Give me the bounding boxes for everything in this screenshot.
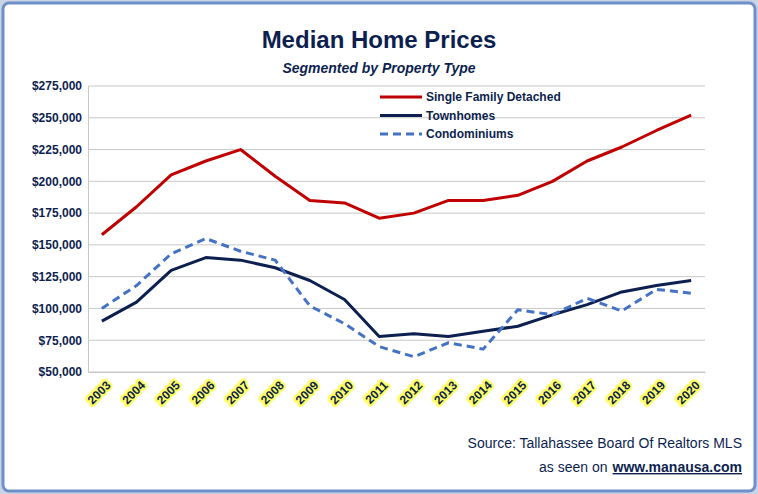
y-tick-label: $250,000	[32, 111, 82, 125]
x-tick-label: 2016	[535, 378, 564, 407]
legend: Single Family Detached Townhomes Condomini…	[380, 90, 561, 141]
chart: Median Home Prices Segmented by Property …	[0, 0, 758, 494]
x-tick-label: 2004	[119, 378, 148, 407]
x-tick-label: 2013	[431, 378, 460, 407]
subtitle: Segmented by Property Type	[282, 60, 475, 76]
x-tick-label: 2003	[85, 378, 114, 407]
x-tick-label: 2020	[674, 378, 703, 407]
x-tick-label: 2011	[362, 378, 391, 407]
x-tick: 2018	[605, 372, 634, 407]
x-tick: 2007	[223, 372, 252, 407]
y-tick: $275,000	[32, 79, 88, 93]
legend-swatch	[380, 114, 422, 117]
x-tick-label: 2015	[501, 378, 530, 407]
source: Source: Tallahassee Board Of Realtors ML…	[468, 435, 742, 451]
y-tick-label: $75,000	[39, 334, 83, 348]
grid-line	[88, 372, 705, 373]
source-prefix: as seen on	[539, 459, 608, 475]
y-tick-label: $100,000	[32, 302, 82, 316]
y-tick: $50,000	[39, 365, 88, 379]
x-tick: 2016	[535, 372, 564, 407]
y-tick: $200,000	[32, 175, 88, 189]
legend-label: Single Family Detached	[426, 90, 561, 104]
series-line	[102, 258, 691, 337]
x-tick-label: 2010	[327, 378, 356, 407]
y-tick-label: $200,000	[32, 175, 82, 189]
x-tick: 2014	[466, 372, 495, 407]
y-tick-label: $125,000	[32, 270, 82, 284]
x-axis: 2003200420052006200720082009201020112012…	[85, 372, 706, 407]
plot-area	[102, 115, 691, 357]
grid-line	[88, 340, 705, 341]
x-tick-label: 2007	[223, 378, 252, 407]
legend-swatch	[380, 133, 422, 136]
grid-line	[88, 276, 705, 277]
grid-line	[88, 181, 705, 182]
y-tick-label: $150,000	[32, 238, 82, 252]
x-tick-label: 2008	[258, 378, 287, 407]
x-axis-line	[89, 372, 706, 373]
y-tick: $75,000	[39, 334, 88, 348]
x-tick: 2006	[189, 372, 218, 407]
x-tick-label: 2018	[605, 378, 634, 407]
frame	[3, 3, 755, 491]
x-tick: 2017	[570, 372, 599, 407]
y-tick: $225,000	[32, 143, 88, 157]
legend-label: Townhomes	[426, 109, 495, 123]
grid-line	[88, 244, 705, 245]
grid-line	[88, 117, 705, 118]
x-tick: 2003	[85, 372, 114, 407]
x-tick: 2010	[327, 372, 356, 407]
y-tick: $175,000	[32, 206, 88, 220]
title: Median Home Prices	[262, 26, 497, 53]
x-tick: 2020	[674, 372, 703, 407]
x-tick: 2008	[258, 372, 287, 407]
legend-swatch	[380, 96, 422, 99]
y-tick-label: $175,000	[32, 206, 82, 220]
y-axis-line	[88, 87, 89, 373]
source-url: www.manausa.com	[612, 459, 742, 475]
x-tick-label: 2012	[397, 378, 426, 407]
grid-line	[88, 213, 705, 214]
source-site: as seen onwww.manausa.com	[539, 459, 742, 475]
x-tick: 2015	[501, 372, 530, 407]
x-tick: 2011	[362, 372, 391, 407]
x-tick: 2019	[639, 372, 668, 407]
y-axis: $50,000 $75,000 $100,000 $125,000 $150,000 $1…	[32, 79, 89, 379]
y-tick-label: $275,000	[32, 79, 82, 93]
y-tick: $125,000	[32, 270, 88, 284]
x-tick: 2013	[431, 372, 460, 407]
x-tick-label: 2005	[154, 378, 183, 407]
x-tick-label: 2014	[466, 378, 495, 407]
grid	[88, 86, 705, 372]
legend-label: Condominiums	[426, 127, 514, 141]
series-line	[102, 115, 691, 234]
series-line	[102, 239, 691, 357]
x-tick-label: 2009	[293, 378, 322, 407]
x-tick-label: 2019	[639, 378, 668, 407]
y-tick: $150,000	[32, 238, 88, 252]
grid-line	[88, 86, 705, 87]
x-tick-label: 2006	[189, 378, 218, 407]
x-tick: 2012	[397, 372, 426, 407]
y-tick-label: $50,000	[39, 365, 83, 379]
y-tick: $100,000	[32, 302, 88, 316]
x-tick: 2004	[119, 372, 148, 407]
x-tick-label: 2017	[570, 378, 599, 407]
x-tick: 2009	[293, 372, 322, 407]
x-tick: 2005	[154, 372, 183, 407]
y-tick: $250,000	[32, 111, 88, 125]
y-tick-label: $225,000	[32, 143, 82, 157]
